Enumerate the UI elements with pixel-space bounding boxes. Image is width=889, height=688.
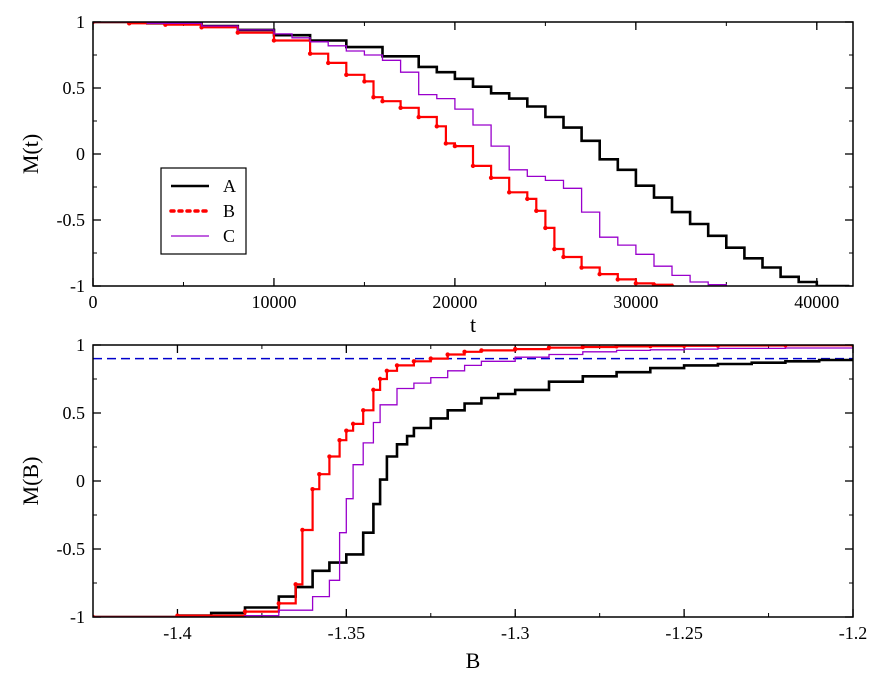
- y-tick-label: -1: [70, 276, 85, 296]
- series-C-line: [93, 347, 853, 617]
- y-axis-title: M(B): [18, 457, 43, 506]
- series-B-point: [377, 376, 383, 382]
- series-B-point: [614, 345, 619, 349]
- legend: ABC: [160, 167, 247, 255]
- series-B-point: [428, 356, 433, 361]
- series-B-point: [479, 348, 484, 353]
- series-B-point: [416, 114, 421, 120]
- series-B-point: [337, 438, 342, 443]
- series-B-point: [293, 582, 298, 587]
- series-B-point: [543, 225, 548, 231]
- series-B-point: [362, 79, 367, 84]
- series-B-point: [394, 363, 400, 368]
- series-B-point: [681, 345, 687, 349]
- x-tick-label: 20000: [432, 292, 477, 312]
- series-B-point: [361, 408, 366, 413]
- series-B-point: [271, 38, 277, 43]
- series-B-point: [344, 72, 349, 78]
- series-B-point: [300, 527, 305, 533]
- y-tick-label: 0.5: [63, 403, 86, 423]
- top-panel: 0 10000 20000 30000 40000 -1 -0.5 0 0.5 1 t M(t) ABC: [18, 12, 854, 337]
- series-B-point: [235, 30, 240, 35]
- series-B-point: [488, 175, 494, 180]
- series-B-point: [411, 359, 417, 364]
- series-B-point: [307, 51, 313, 56]
- x-axis-title: B: [466, 648, 481, 673]
- series-B-point: [310, 486, 315, 492]
- series-B-point: [384, 368, 390, 374]
- series-B-point: [126, 22, 132, 26]
- y-tick-label: -1: [70, 607, 85, 627]
- x-tick-label: -1.3: [501, 623, 530, 643]
- legend-label-A: A: [223, 176, 236, 196]
- series-B-point: [506, 190, 512, 195]
- series-B-line: [93, 345, 853, 617]
- series-B-point: [317, 472, 322, 477]
- series-C-line: [93, 22, 727, 286]
- series-B-point: [648, 345, 653, 349]
- series-B-point: [327, 454, 332, 459]
- x-tick-label: 30000: [613, 292, 658, 312]
- series-B-point: [344, 428, 349, 433]
- series-B-point: [579, 265, 584, 270]
- series-B-point: [470, 163, 476, 169]
- series-B-point: [326, 60, 331, 66]
- x-tick-label: 10000: [251, 292, 296, 312]
- y-axis-title: M(t): [18, 134, 43, 174]
- y-tick-label: 0: [76, 471, 85, 491]
- series-B-point: [525, 196, 530, 202]
- series-B-point: [561, 254, 566, 260]
- plot-area: [93, 22, 850, 286]
- series-B-point: [546, 345, 552, 350]
- series-B-point: [552, 246, 557, 252]
- y-tick-label: -0.5: [57, 210, 86, 230]
- legend-label-B: B: [223, 201, 235, 221]
- axes-frame: [92, 344, 854, 618]
- series-B-point: [580, 345, 585, 350]
- series-B-point: [443, 141, 449, 146]
- series-B-point: [350, 421, 356, 427]
- series-B-point: [651, 282, 657, 286]
- series-B-point: [175, 613, 180, 617]
- series-A-line: [93, 358, 853, 617]
- x-tick-label: -1.35: [328, 623, 366, 643]
- x-tick-label: 40000: [794, 292, 839, 312]
- series-B-point: [615, 277, 620, 282]
- x-tick-label: -1.25: [665, 623, 703, 643]
- x-tick-label: 0: [89, 292, 98, 312]
- axes-frame: [92, 21, 854, 287]
- y-tick-label: -0.5: [57, 539, 86, 559]
- series-B-point: [597, 271, 602, 277]
- y-tick-label: 1: [76, 335, 85, 355]
- y-tick-label: 0: [76, 144, 85, 164]
- series-B-point: [462, 349, 467, 354]
- series-B-point: [434, 124, 440, 129]
- series-B-point: [445, 352, 450, 357]
- series-B-point: [242, 609, 248, 614]
- series-A-line: [93, 22, 850, 286]
- y-tick-label: 0.5: [63, 78, 86, 98]
- x-tick-label: -1.2: [839, 623, 868, 643]
- series-B-point: [633, 281, 639, 286]
- x-tick-label: -1.4: [163, 623, 192, 643]
- y-tick-label: 1: [76, 12, 85, 32]
- series-B-point: [276, 601, 281, 606]
- series-B-point: [452, 143, 458, 149]
- bottom-panel: -1.4 -1.35 -1.3 -1.25 -1.2 -1 -0.5 0 0.5 1 B M(B): [18, 335, 867, 673]
- series-B-point: [398, 105, 403, 111]
- legend-label-C: C: [223, 226, 235, 246]
- series-B-point: [380, 99, 385, 104]
- plot-area: [93, 345, 853, 617]
- series-B-point: [371, 95, 376, 100]
- series-B-point: [371, 387, 376, 393]
- x-axis-title: t: [470, 312, 476, 337]
- series-B-point: [534, 208, 539, 213]
- series-B-point: [513, 346, 518, 352]
